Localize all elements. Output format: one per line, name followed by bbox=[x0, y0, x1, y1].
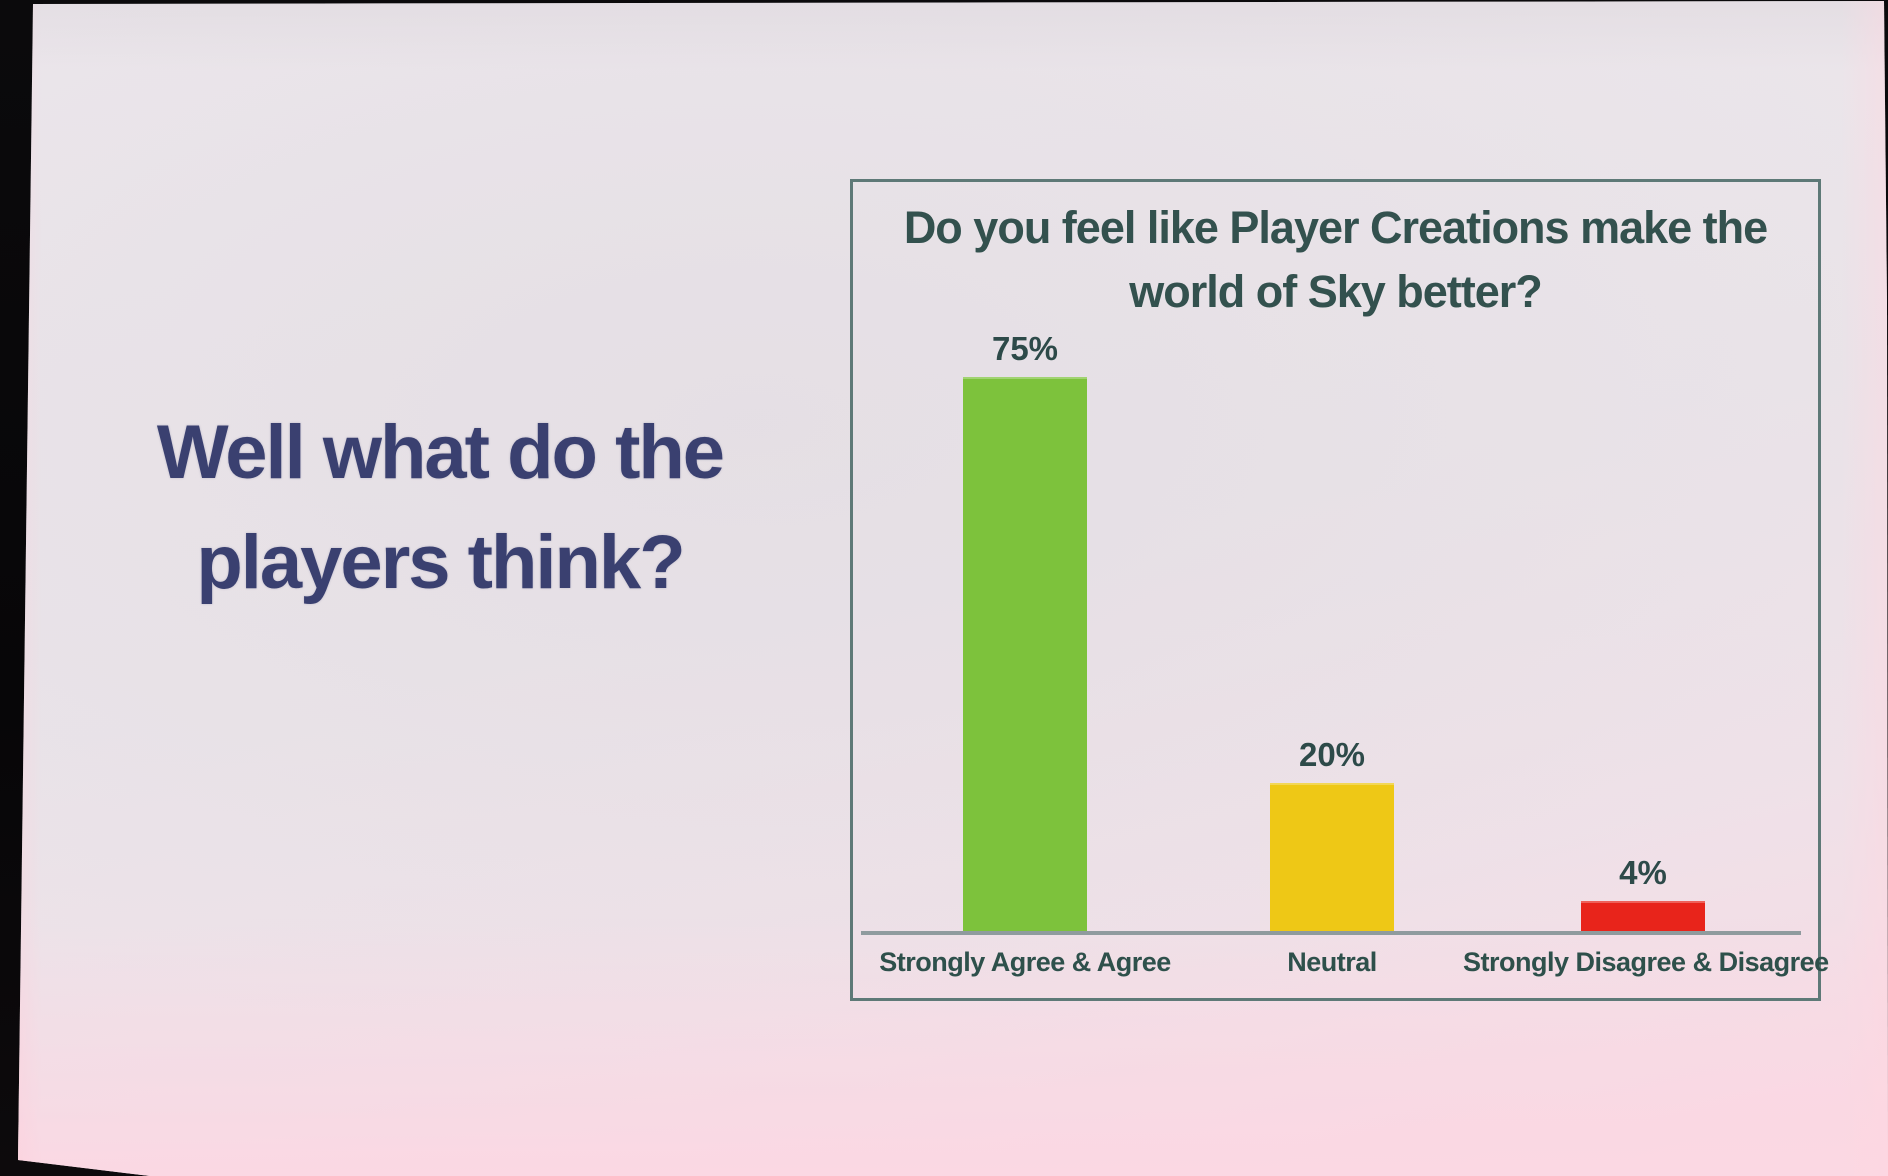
chart-title-line-1: Do you feel like Player Creations make t… bbox=[903, 202, 1768, 253]
x-axis-line bbox=[861, 931, 1801, 935]
slide-headline: Well what do the players think? bbox=[110, 398, 770, 618]
bar-value-label: 75% bbox=[991, 330, 1059, 367]
bar-category-label: Strongly Disagree & Disagree bbox=[1463, 947, 1829, 977]
bar-value-label: 4% bbox=[1619, 854, 1667, 891]
headline-line-1: Well what do the bbox=[156, 410, 725, 495]
bar-neutral bbox=[1270, 783, 1394, 931]
chart-title: Do you feel like Player Creations make t… bbox=[853, 196, 1818, 324]
bar-group-strongly-agree: 75% Strongly Agree & Agree bbox=[865, 330, 1185, 977]
bar-strongly-disagree bbox=[1581, 901, 1705, 931]
chart-plot-area: 75% Strongly Agree & Agree 20% Neutral 4… bbox=[853, 182, 1829, 998]
bar-category-label: Strongly Agree & Agree bbox=[879, 947, 1171, 977]
bar-group-strongly-disagree: 4% Strongly Disagree & Disagree bbox=[1463, 854, 1829, 977]
bar-strongly-agree bbox=[963, 377, 1087, 931]
chart-title-line-2: world of Sky better? bbox=[1129, 266, 1543, 317]
headline-line-2: players think? bbox=[196, 520, 685, 605]
bar-value-label: 20% bbox=[1298, 736, 1366, 773]
bar-category-label: Neutral bbox=[1287, 947, 1377, 977]
survey-bar-chart: Do you feel like Player Creations make t… bbox=[850, 179, 1829, 1001]
bar-group-neutral: 20% Neutral bbox=[1172, 736, 1492, 977]
